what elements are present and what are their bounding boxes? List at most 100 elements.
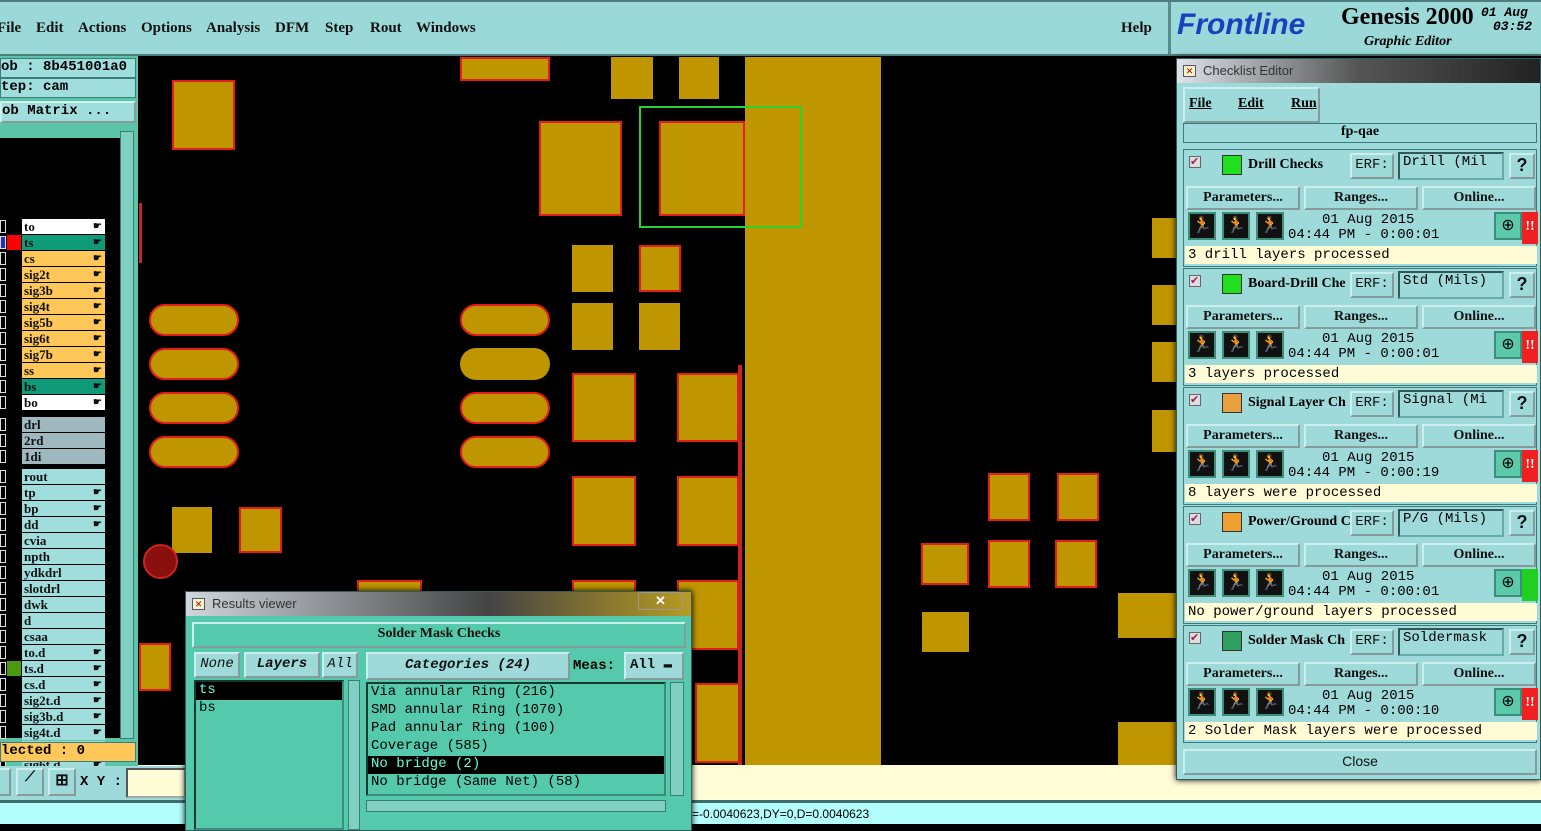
run-icon[interactable]: 🏃 bbox=[1188, 331, 1216, 359]
menu-edit[interactable]: Edit bbox=[1238, 96, 1264, 111]
erf-button[interactable]: ERF: bbox=[1350, 153, 1394, 179]
layer-row[interactable]: rout bbox=[22, 469, 105, 484]
layer-checkbox[interactable] bbox=[0, 646, 6, 659]
layer-row[interactable]: sig4t.d ☛ bbox=[22, 725, 105, 740]
layer-row[interactable]: sig4t ☛ bbox=[22, 299, 105, 314]
categories-scrollbar[interactable] bbox=[670, 682, 684, 796]
layer-checkbox[interactable] bbox=[0, 614, 6, 627]
erf-field[interactable]: P/G (Mils) bbox=[1398, 509, 1504, 537]
menu-file[interactable]: File bbox=[0, 20, 22, 36]
layer-checkbox[interactable] bbox=[0, 418, 6, 431]
close-button[interactable]: Close bbox=[1183, 749, 1537, 775]
layer-checkbox[interactable] bbox=[0, 268, 6, 281]
menu-step[interactable]: Step bbox=[325, 20, 354, 36]
layer-checkbox[interactable] bbox=[0, 470, 6, 483]
layer-row[interactable]: ts ☛ bbox=[22, 235, 105, 250]
job-matrix-button[interactable]: ob Matrix ... bbox=[0, 101, 136, 123]
layer-row[interactable]: cs.d ☛ bbox=[22, 677, 105, 692]
none-button[interactable]: None bbox=[194, 652, 240, 678]
layer-items-scrollbar[interactable] bbox=[348, 680, 360, 830]
erf-button[interactable]: ERF: bbox=[1350, 272, 1394, 298]
layer-item[interactable]: ts bbox=[196, 682, 342, 700]
layer-checkbox[interactable] bbox=[0, 566, 6, 579]
categories-list[interactable]: Via annular Ring (216) SMD annular Ring (… bbox=[366, 682, 666, 796]
layer-row[interactable]: sig2t ☛ bbox=[22, 267, 105, 282]
run-report-icon[interactable]: 🏃 bbox=[1256, 212, 1284, 240]
erf-field[interactable]: Drill (Mil bbox=[1398, 152, 1504, 180]
layer-checkbox[interactable] bbox=[0, 434, 6, 447]
layer-checkbox[interactable] bbox=[0, 534, 6, 547]
layer-checkbox[interactable] bbox=[0, 364, 6, 377]
layer-row[interactable]: d bbox=[22, 613, 105, 628]
layer-checkbox[interactable] bbox=[0, 348, 6, 361]
menu-run[interactable]: Run bbox=[1291, 96, 1317, 111]
category-item[interactable]: Via annular Ring (216) bbox=[371, 684, 556, 700]
meas-dropdown[interactable]: All ▬ bbox=[624, 652, 684, 680]
xy-input[interactable] bbox=[126, 768, 186, 798]
layer-row[interactable]: to ☛ bbox=[22, 219, 105, 234]
layer-row[interactable]: cvia bbox=[22, 533, 105, 548]
run-partial-icon[interactable]: 🏃 bbox=[1222, 212, 1250, 240]
run-report-icon[interactable]: 🏃 bbox=[1256, 450, 1284, 478]
parameters-button[interactable]: Parameters... bbox=[1186, 186, 1300, 210]
check-enable-checkbox[interactable]: ✔ bbox=[1189, 156, 1201, 168]
erf-button[interactable]: ERF: bbox=[1350, 629, 1394, 655]
layer-checkbox[interactable] bbox=[0, 582, 6, 595]
layer-row[interactable]: npth bbox=[22, 549, 105, 564]
menu-dfm[interactable]: DFM bbox=[275, 20, 310, 36]
parameters-button[interactable]: Parameters... bbox=[1186, 543, 1300, 567]
layer-checkbox[interactable] bbox=[0, 502, 6, 515]
layer-row[interactable]: bp ☛ bbox=[22, 501, 105, 516]
run-partial-icon[interactable]: 🏃 bbox=[1222, 569, 1250, 597]
layer-checkbox[interactable] bbox=[0, 396, 6, 409]
zoom-results-icon[interactable]: ⊕ bbox=[1494, 569, 1522, 597]
menu-rout[interactable]: Rout bbox=[370, 20, 402, 36]
online-button[interactable]: Online... bbox=[1422, 424, 1536, 448]
layer-checkbox[interactable] bbox=[0, 486, 6, 499]
layer-checkbox[interactable] bbox=[0, 550, 6, 563]
ranges-button[interactable]: Ranges... bbox=[1304, 424, 1418, 448]
online-button[interactable]: Online... bbox=[1422, 186, 1536, 210]
category-item[interactable]: Pad annular Ring (100) bbox=[371, 720, 556, 736]
layer-checkbox[interactable] bbox=[0, 316, 6, 329]
ranges-button[interactable]: Ranges... bbox=[1304, 186, 1418, 210]
parameters-button[interactable]: Parameters... bbox=[1186, 424, 1300, 448]
layer-row[interactable]: sig3b.d ☛ bbox=[22, 709, 105, 724]
category-item[interactable]: No bridge (2) bbox=[368, 756, 664, 774]
layer-checkbox[interactable] bbox=[0, 710, 6, 723]
all-button[interactable]: All bbox=[322, 652, 358, 678]
menu-file[interactable]: File bbox=[1189, 96, 1212, 111]
zoom-results-icon[interactable]: ⊕ bbox=[1494, 212, 1522, 240]
category-item[interactable]: Coverage (585) bbox=[371, 738, 489, 754]
menu-edit[interactable]: Edit bbox=[36, 20, 64, 36]
menu-actions[interactable]: Actions bbox=[78, 20, 127, 36]
layer-checkbox[interactable] bbox=[0, 236, 6, 249]
layer-checkbox[interactable] bbox=[0, 662, 6, 675]
online-button[interactable]: Online... bbox=[1422, 543, 1536, 567]
erf-field[interactable]: Signal (Mi bbox=[1398, 390, 1504, 418]
run-report-icon[interactable]: 🏃 bbox=[1256, 331, 1284, 359]
check-enable-checkbox[interactable]: ✔ bbox=[1189, 632, 1201, 644]
zoom-results-icon[interactable]: ⊕ bbox=[1494, 331, 1522, 359]
ranges-button[interactable]: Ranges... bbox=[1304, 662, 1418, 686]
categories-hscrollbar[interactable] bbox=[366, 800, 666, 812]
layer-row[interactable]: sig7b ☛ bbox=[22, 347, 105, 362]
layer-row[interactable]: bs ☛ bbox=[22, 379, 105, 394]
run-icon[interactable]: 🏃 bbox=[1188, 450, 1216, 478]
layer-item[interactable]: bs bbox=[199, 700, 216, 716]
layer-row[interactable]: ss ☛ bbox=[22, 363, 105, 378]
check-enable-checkbox[interactable]: ✔ bbox=[1189, 275, 1201, 287]
layer-row[interactable]: sig2t.d ☛ bbox=[22, 693, 105, 708]
layer-row[interactable]: sig3b ☛ bbox=[22, 283, 105, 298]
layer-row[interactable]: 2rd bbox=[22, 433, 105, 448]
online-button[interactable]: Online... bbox=[1422, 305, 1536, 329]
menu-options[interactable]: Options bbox=[141, 20, 192, 36]
run-report-icon[interactable]: 🏃 bbox=[1256, 569, 1284, 597]
run-partial-icon[interactable]: 🏃 bbox=[1222, 450, 1250, 478]
menu-help[interactable]: Help bbox=[1121, 20, 1152, 36]
help-button[interactable]: ? bbox=[1509, 629, 1535, 655]
layer-checkbox[interactable] bbox=[0, 518, 6, 531]
layer-row[interactable]: ydkdrl bbox=[22, 565, 105, 580]
layer-checkbox[interactable] bbox=[0, 252, 6, 265]
layer-checkbox[interactable] bbox=[0, 694, 6, 707]
